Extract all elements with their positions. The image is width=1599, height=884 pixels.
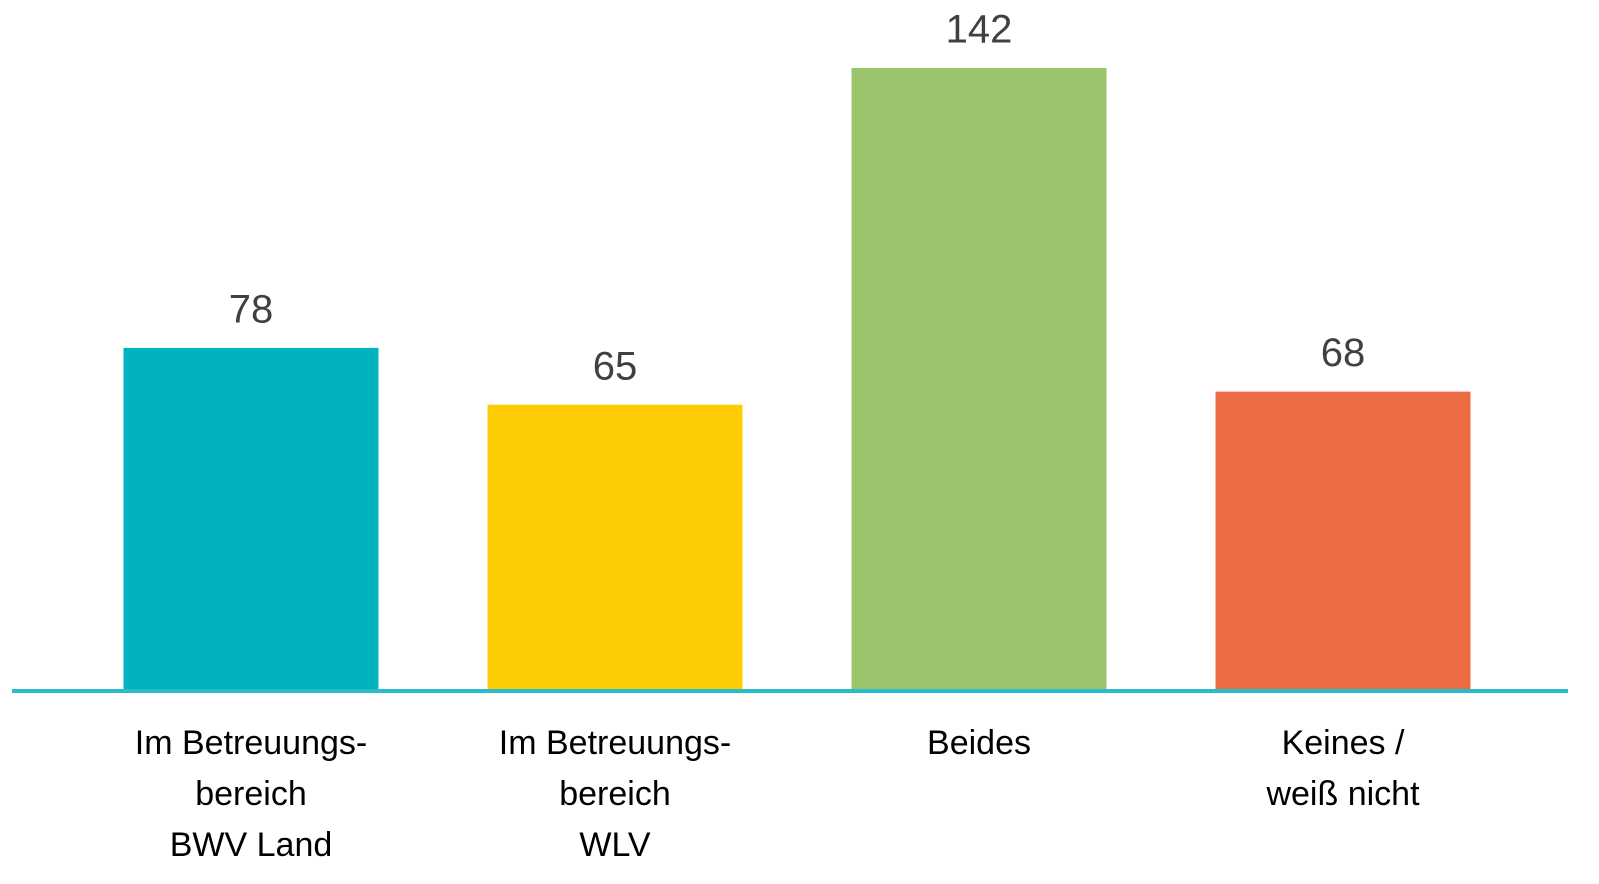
bar bbox=[1215, 391, 1471, 689]
x-tick-label-line: weiß nicht bbox=[1265, 775, 1420, 813]
x-tick-label-line: bereich bbox=[559, 775, 671, 813]
x-tick-label-line: Keines / bbox=[1282, 724, 1405, 762]
x-tick-label: Keines / weiß nicht bbox=[1265, 724, 1420, 813]
value-label: 65 bbox=[593, 344, 638, 388]
value-label: 142 bbox=[946, 8, 1013, 52]
bar bbox=[123, 347, 379, 689]
bar bbox=[851, 67, 1107, 689]
x-tick-label-line: Im Betreuungs- bbox=[499, 724, 731, 762]
x-tick-label-line: Beides bbox=[927, 724, 1031, 762]
x-tick-label-line: WLV bbox=[579, 826, 650, 864]
x-tick-label-line: Im Betreuungs- bbox=[135, 724, 367, 762]
x-tick-label-line: bereich bbox=[195, 775, 307, 813]
x-tick-label: Im Betreuungs-bereich WLV bbox=[499, 724, 731, 864]
x-tick-label: Beides bbox=[927, 724, 1031, 762]
bar bbox=[487, 404, 743, 689]
value-label: 78 bbox=[229, 287, 274, 331]
value-label: 68 bbox=[1321, 331, 1366, 375]
x-tick-label: Im Betreuungs-bereich BWV Land bbox=[135, 724, 367, 864]
x-tick-label-line: BWV Land bbox=[170, 826, 333, 864]
